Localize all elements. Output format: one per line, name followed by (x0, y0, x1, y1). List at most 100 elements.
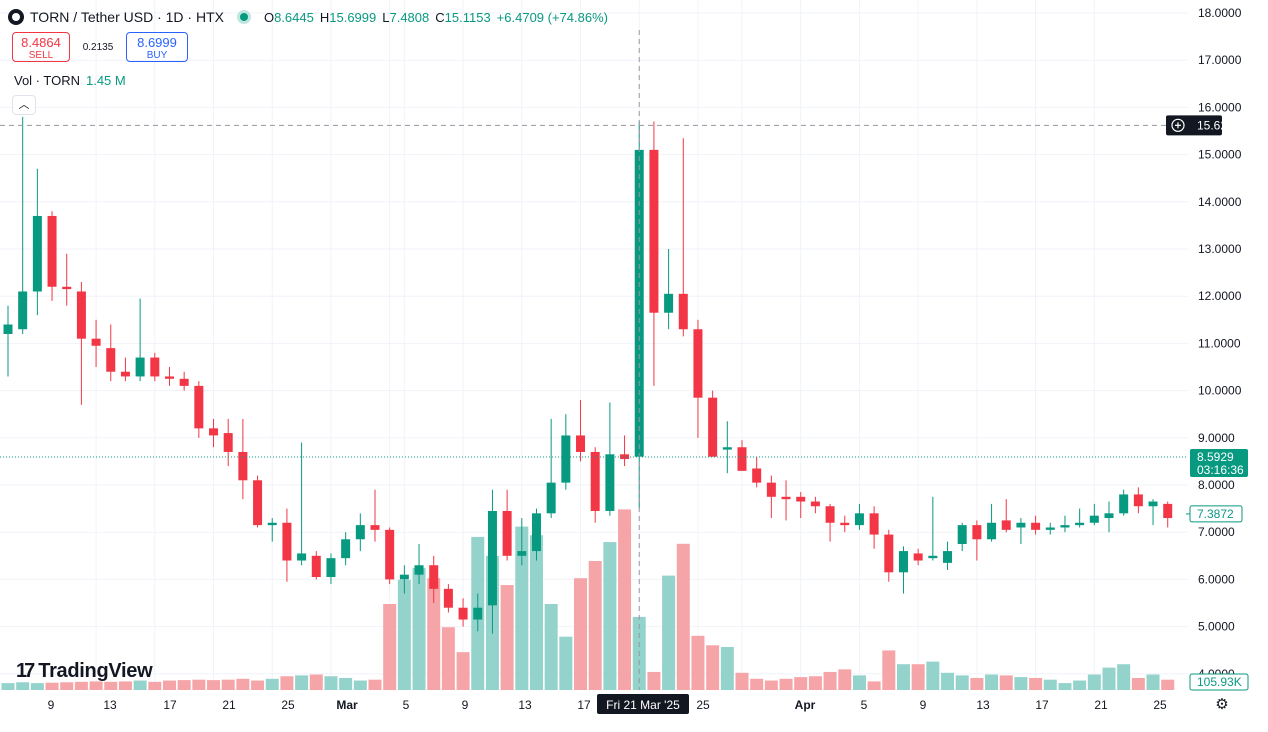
chart-header: TORN / Tether USD · 1D · HTX O 8.6445 H 15… (8, 6, 608, 28)
candle-body (223, 433, 233, 452)
price-series (3, 116, 1173, 634)
volume-bar (339, 677, 353, 690)
x-axis-tick-label: 21 (1094, 698, 1108, 712)
sell-price: 8.4864 (21, 35, 61, 50)
y-axis-tick-label: 16.0000 (1198, 100, 1242, 114)
candle-body (781, 496, 791, 500)
volume-bar (750, 678, 764, 690)
candle-body (1075, 522, 1085, 526)
volume-bar (779, 678, 793, 690)
candle-body (150, 357, 160, 377)
add-level-plus-icon (1171, 118, 1185, 132)
x-axis-tick-label: 13 (976, 698, 990, 712)
candle-body (120, 371, 130, 377)
volume-bar (1117, 664, 1131, 690)
candle-body (179, 378, 189, 386)
candle-body (473, 607, 483, 620)
volume-bar (559, 636, 573, 690)
candle-body (1001, 520, 1011, 530)
volume-bar (706, 645, 720, 690)
crosshair-date-badge (597, 694, 689, 714)
candle-body (708, 397, 718, 457)
volume-bar (662, 575, 676, 690)
volume-bar (251, 680, 265, 690)
ohlc-open-value: 8.6445 (274, 9, 314, 25)
volume-bar (295, 675, 309, 690)
candle-body (487, 510, 497, 606)
candle-body (810, 501, 820, 507)
buy-button[interactable]: 8.6999 BUY (126, 32, 188, 62)
volume-legend-label: Vol · TORN (14, 73, 80, 88)
x-axis-tick-label: 5 (403, 698, 410, 712)
candle-body (164, 376, 174, 379)
candle-body (590, 451, 600, 511)
volume-bar (89, 681, 103, 690)
candle-body (443, 588, 453, 608)
volume-bar (838, 669, 852, 690)
ohlc-open-label: O (263, 9, 275, 25)
volume-bar (794, 677, 808, 690)
x-axis-tick-label: 25 (696, 698, 710, 712)
volume-bar (911, 664, 925, 690)
volume-bar (16, 682, 30, 690)
volume-bar (1, 683, 15, 690)
candle-body (840, 522, 850, 526)
volume-bar (896, 664, 910, 690)
volume-bar (353, 680, 367, 690)
volume-bar (162, 680, 176, 690)
candle-body (399, 574, 409, 580)
candle-body (1045, 527, 1055, 530)
sell-label: SELL (28, 50, 54, 61)
volume-bar (104, 681, 118, 690)
chevron-up-icon: ︿ (18, 99, 30, 111)
settings-gear-icon[interactable]: ⚙ (1215, 696, 1229, 713)
buy-price: 8.6999 (137, 35, 177, 50)
volume-bar (236, 678, 250, 690)
volume-bar (691, 635, 705, 690)
candle-body (3, 324, 13, 334)
volume-bar (1029, 677, 1043, 690)
candle-body (531, 513, 541, 552)
tradingview-watermark: 17 TradingView (16, 660, 153, 683)
candle-body (913, 553, 923, 561)
volume-bar (324, 676, 338, 690)
candle-body (766, 482, 776, 497)
y-axis-tick-label: 14.0000 (1198, 195, 1242, 209)
x-axis-tick-label: 9 (462, 698, 469, 712)
candle-body (91, 338, 101, 346)
volume-bar (1014, 677, 1028, 690)
candle-body (854, 513, 864, 526)
candle-body (1148, 501, 1158, 507)
volume-bar (1161, 679, 1175, 690)
candle-body (18, 291, 28, 330)
volume-bar (926, 661, 940, 690)
candle-body (385, 529, 395, 580)
volume-bar (1131, 677, 1145, 690)
candle-body (796, 496, 806, 502)
symbol-title[interactable]: TORN / Tether USD · 1D · HTX (30, 9, 224, 25)
x-axis-tick-label: 5 (861, 698, 868, 712)
volume-bar (456, 652, 470, 690)
candle-body (664, 293, 674, 313)
candle-body (1133, 494, 1143, 507)
candle-body (1031, 522, 1041, 530)
candle-body (546, 482, 556, 514)
volume-legend: Vol · TORN 1.45 M (14, 73, 126, 88)
ohlc-close-label: C (435, 9, 445, 25)
sell-button[interactable]: 8.4864 SELL (12, 32, 70, 62)
volume-bar (30, 683, 44, 690)
crosshair-price-badge (1166, 115, 1222, 136)
candle-body (1016, 522, 1026, 528)
collapse-legend-button[interactable]: ︿ (12, 95, 36, 115)
volume-bar (177, 680, 191, 690)
volume-bar (603, 542, 617, 690)
y-axis-tick-label: 5.0000 (1198, 620, 1235, 634)
candle-body (987, 522, 997, 540)
volume-bar (192, 679, 206, 690)
candle-body (1163, 503, 1173, 519)
volume-bar (1102, 667, 1116, 690)
y-axis-tick-label: 9.0000 (1198, 431, 1235, 445)
volume-label-outline (1189, 673, 1249, 691)
y-axis-tick-label: 17.0000 (1198, 53, 1242, 67)
